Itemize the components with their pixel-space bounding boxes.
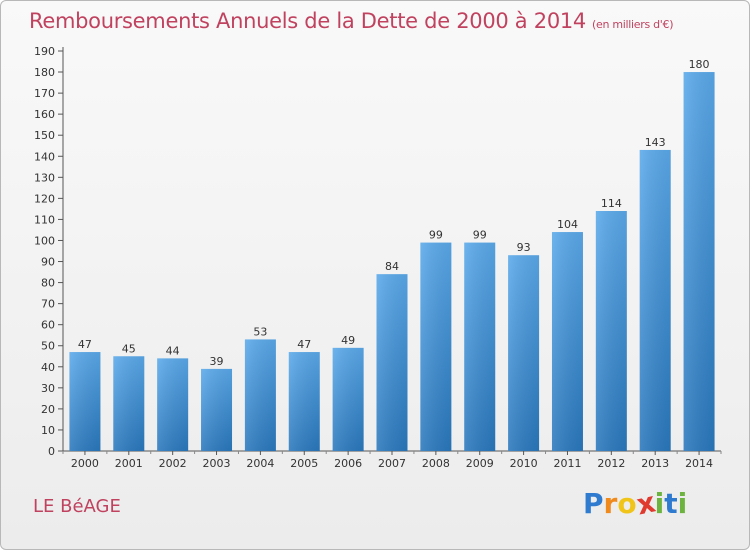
x-tick-label: 2008 xyxy=(422,457,450,470)
bar-shade-2007 xyxy=(376,274,408,451)
x-tick-label: 2001 xyxy=(115,457,143,470)
x-tick-label: 2011 xyxy=(553,457,581,470)
bar-shade-2012 xyxy=(595,211,627,451)
y-tick-label: 170 xyxy=(34,87,55,100)
value-label: 143 xyxy=(645,136,666,149)
value-label: 104 xyxy=(557,218,578,231)
x-tick-label: 2002 xyxy=(159,457,187,470)
logo-letter: P xyxy=(583,487,604,520)
y-tick-label: 100 xyxy=(34,234,55,247)
commune-name: LE BéAGE xyxy=(33,496,121,517)
y-tick-label: 140 xyxy=(34,150,55,163)
x-tick-label: 2013 xyxy=(641,457,669,470)
value-label: 84 xyxy=(385,260,399,273)
logo-letter: r xyxy=(603,487,618,520)
value-label: 99 xyxy=(429,229,443,242)
bar-shade-2010 xyxy=(508,255,540,451)
chart-title-text: Remboursements Annuels de la Dette de 20… xyxy=(29,9,586,33)
value-label: 47 xyxy=(78,338,92,351)
logo-letter: i xyxy=(677,487,688,520)
bar-shade-2000 xyxy=(69,352,101,451)
x-tick-label: 2005 xyxy=(290,457,318,470)
y-tick-label: 60 xyxy=(41,319,55,332)
y-tick-label: 20 xyxy=(41,403,55,416)
bar-shade-2004 xyxy=(244,339,276,451)
x-tick-label: 2014 xyxy=(685,457,713,470)
bar-shade-2008 xyxy=(420,242,452,451)
y-tick-label: 50 xyxy=(41,340,55,353)
chart-subtitle: (en milliers d'€) xyxy=(592,18,674,31)
x-tick-label: 2000 xyxy=(71,457,99,470)
y-tick-label: 80 xyxy=(41,277,55,290)
y-tick-label: 70 xyxy=(41,298,55,311)
value-label: 99 xyxy=(473,229,487,242)
x-tick-label: 2010 xyxy=(510,457,538,470)
value-label: 53 xyxy=(253,325,267,338)
bar-shade-2009 xyxy=(464,242,496,451)
y-tick-label: 90 xyxy=(41,256,55,269)
value-label: 39 xyxy=(210,355,224,368)
y-tick-label: 150 xyxy=(34,129,55,142)
x-tick-label: 2012 xyxy=(597,457,625,470)
proxiti-logo: Proxiti xyxy=(583,485,688,521)
bar-shade-2011 xyxy=(551,232,583,451)
bar-shade-2002 xyxy=(157,358,189,451)
value-label: 180 xyxy=(689,58,710,71)
y-tick-label: 160 xyxy=(34,108,55,121)
bar-shade-2006 xyxy=(332,347,364,451)
logo-letter: o xyxy=(617,487,637,520)
bar-shade-2003 xyxy=(201,368,233,451)
bar-shade-2014 xyxy=(683,72,715,451)
y-tick-label: 0 xyxy=(48,445,55,458)
y-tick-label: 110 xyxy=(34,213,55,226)
bar-shade-2005 xyxy=(288,352,320,451)
x-tick-label: 2003 xyxy=(203,457,231,470)
value-label: 44 xyxy=(166,344,180,357)
value-label: 47 xyxy=(297,338,311,351)
value-label: 49 xyxy=(341,334,355,347)
y-tick-label: 180 xyxy=(34,66,55,79)
chart-title: Remboursements Annuels de la Dette de 20… xyxy=(29,9,673,33)
y-tick-label: 30 xyxy=(41,382,55,395)
y-tick-label: 40 xyxy=(41,361,55,374)
x-tick-label: 2007 xyxy=(378,457,406,470)
value-label: 114 xyxy=(601,197,622,210)
y-tick-label: 130 xyxy=(34,171,55,184)
y-tick-label: 10 xyxy=(41,424,55,437)
logo-letter: i xyxy=(654,487,665,520)
bar-shade-2001 xyxy=(113,356,145,451)
x-tick-label: 2009 xyxy=(466,457,494,470)
logo-letter: t xyxy=(664,487,678,520)
bar-shade-2013 xyxy=(639,149,671,451)
x-tick-label: 2006 xyxy=(334,457,362,470)
x-tick-label: 2004 xyxy=(246,457,274,470)
value-label: 45 xyxy=(122,342,136,355)
y-tick-label: 190 xyxy=(34,45,55,58)
value-label: 93 xyxy=(517,241,531,254)
y-tick-label: 120 xyxy=(34,192,55,205)
